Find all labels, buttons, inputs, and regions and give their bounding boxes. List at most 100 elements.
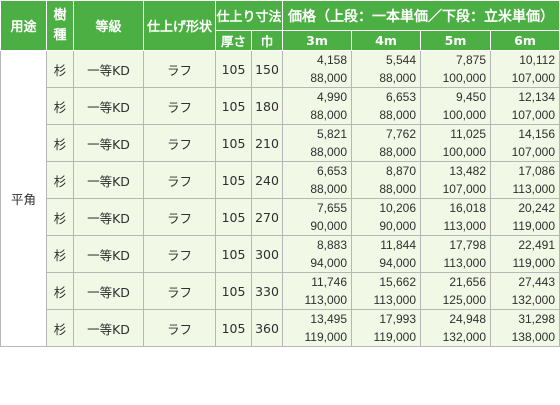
price-cell-p6: 20,242 119,000 xyxy=(490,198,560,236)
header-species-line2: 種 xyxy=(53,27,67,43)
price-cell-p4: 10,206 90,000 xyxy=(351,198,422,236)
cubic-price: 88,000 xyxy=(310,108,348,122)
unit-price: 10,112 xyxy=(519,53,556,67)
table-row: 杉一等KD ラフ 105 270 7,655 90,000 10,206 90,000 16,0… xyxy=(1,198,560,236)
table-row: 杉一等KD ラフ 105 330 11,746 113,000 15,662 113,000 2… xyxy=(1,272,560,310)
species-cell: 杉 xyxy=(46,235,74,273)
price-cell-p3: 6,653 88,000 xyxy=(282,161,353,199)
thickness-cell: 105 xyxy=(215,50,252,88)
width-cell: 240 xyxy=(250,161,284,199)
unit-price: 13,495 xyxy=(310,312,348,326)
unit-price: 17,993 xyxy=(379,312,417,326)
price-cell-p4: 7,762 88,000 xyxy=(351,124,422,162)
thickness-cell: 105 xyxy=(215,272,252,310)
unit-price: 17,798 xyxy=(449,238,487,252)
grade-cell: 一等KD xyxy=(73,198,144,236)
price-cell-p5: 11,025 100,000 xyxy=(420,124,492,162)
header-length-5m: 5m xyxy=(420,30,492,51)
finish-cell: ラフ xyxy=(143,309,216,347)
thickness-cell: 105 xyxy=(215,87,252,125)
species-cell: 杉 xyxy=(46,87,74,125)
unit-price: 24,948 xyxy=(449,312,487,326)
width-cell: 360 xyxy=(250,309,284,347)
cubic-price: 94,000 xyxy=(379,256,417,270)
header-size: 仕上り寸法 xyxy=(214,0,284,31)
species-cell: 杉 xyxy=(46,161,74,199)
unit-price: 7,762 xyxy=(385,127,417,141)
finish-cell: ラフ xyxy=(143,124,216,162)
unit-price: 31,298 xyxy=(518,312,556,326)
width-cell: 330 xyxy=(250,272,284,310)
unit-price: 8,870 xyxy=(385,164,417,178)
table-row: 杉一等KD ラフ 105 360 13,495 119,000 17,993 119,000 2… xyxy=(1,309,560,347)
price-cell-p6: 17,086 113,000 xyxy=(490,161,560,199)
price-cell-p4: 11,844 94,000 xyxy=(351,235,422,273)
unit-price: 20,242 xyxy=(518,201,556,215)
cubic-price: 88,000 xyxy=(310,71,348,85)
table-row: 杉一等KD ラフ 105 210 5,821 88,000 7,762 88,000 11,02… xyxy=(1,124,560,162)
price-cell-p6: 14,156 107,000 xyxy=(490,124,560,162)
price-cell-p5: 16,018 113,000 xyxy=(420,198,492,236)
cubic-price: 113,000 xyxy=(443,256,487,270)
table-row: 杉一等KD ラフ 105 180 4,990 88,000 6,653 88,000 9,450… xyxy=(1,87,560,125)
price-cell-p3: 5,821 88,000 xyxy=(282,124,353,162)
cubic-price: 107,000 xyxy=(442,182,487,196)
cubic-price: 113,000 xyxy=(304,293,348,307)
price-cell-p4: 15,662 113,000 xyxy=(351,272,422,310)
price-cell-p4: 6,653 88,000 xyxy=(351,87,422,125)
cubic-price: 100,000 xyxy=(442,145,487,159)
header-use: 用途 xyxy=(0,0,47,51)
cubic-price: 90,000 xyxy=(310,219,348,233)
cubic-price: 132,000 xyxy=(442,330,487,344)
header-grade: 等級 xyxy=(73,0,144,51)
price-cell-p3: 11,746 113,000 xyxy=(282,272,353,310)
cubic-price: 94,000 xyxy=(310,256,348,270)
cubic-price: 88,000 xyxy=(379,108,417,122)
price-cell-p5: 13,482 107,000 xyxy=(420,161,492,199)
unit-price: 8,883 xyxy=(316,238,348,252)
use-cell: 平角 xyxy=(0,50,47,347)
thickness-cell: 105 xyxy=(215,124,252,162)
finish-cell: ラフ xyxy=(143,161,216,199)
cubic-price: 88,000 xyxy=(379,182,417,196)
table-body: 平角杉一等KD ラフ 105 150 4,158 88,000 5,544 88,000 7,8… xyxy=(0,50,560,347)
grade-cell: 一等KD xyxy=(73,161,144,199)
price-cell-p4: 5,544 88,000 xyxy=(351,50,422,88)
unit-price: 13,482 xyxy=(449,164,487,178)
header-width: 巾 xyxy=(250,30,284,51)
table-row: 杉一等KD ラフ 105 300 8,883 94,000 11,844 94,000 17,7… xyxy=(1,235,560,273)
cubic-price: 88,000 xyxy=(310,145,348,159)
table-header: 用途 樹 種 等級 仕上げ形状 仕上り寸法 価格（上段：一本単価／下段：立米単価… xyxy=(0,0,560,51)
price-cell-p5: 21,656 125,000 xyxy=(420,272,492,310)
grade-cell: 一等KD xyxy=(73,87,144,125)
unit-price: 5,821 xyxy=(316,127,348,141)
unit-price: 10,206 xyxy=(379,201,417,215)
cubic-price: 132,000 xyxy=(511,293,556,307)
header-length-3m: 3m xyxy=(282,30,353,51)
species-cell: 杉 xyxy=(46,198,74,236)
unit-price: 17,086 xyxy=(518,164,556,178)
thickness-cell: 105 xyxy=(215,309,252,347)
header-price: 価格（上段：一本単価／下段：立米単価） xyxy=(282,0,560,31)
price-table: 用途 樹 種 等級 仕上げ形状 仕上り寸法 価格（上段：一本単価／下段：立米単価… xyxy=(0,0,560,347)
finish-cell: ラフ xyxy=(143,235,216,273)
unit-price: 4,990 xyxy=(316,90,348,104)
width-cell: 150 xyxy=(250,50,284,88)
unit-price: 11,844 xyxy=(380,238,417,252)
price-cell-p6: 27,443 132,000 xyxy=(490,272,560,310)
grade-cell: 一等KD xyxy=(73,309,144,347)
header-finish: 仕上げ形状 xyxy=(143,0,216,51)
cubic-price: 138,000 xyxy=(511,330,556,344)
cubic-price: 119,000 xyxy=(373,330,417,344)
price-cell-p6: 10,112 107,000 xyxy=(490,50,560,88)
price-cell-p6: 22,491 119,000 xyxy=(490,235,560,273)
unit-price: 6,653 xyxy=(385,90,417,104)
unit-price: 4,158 xyxy=(316,53,348,67)
price-cell-p6: 12,134 107,000 xyxy=(490,87,560,125)
price-cell-p5: 17,798 113,000 xyxy=(420,235,492,273)
grade-cell: 一等KD xyxy=(73,50,144,88)
species-cell: 杉 xyxy=(46,272,74,310)
table-row: 平角杉一等KD ラフ 105 150 4,158 88,000 5,544 88,000 7,8… xyxy=(0,50,560,347)
finish-cell: ラフ xyxy=(143,50,216,88)
cubic-price: 113,000 xyxy=(373,293,417,307)
